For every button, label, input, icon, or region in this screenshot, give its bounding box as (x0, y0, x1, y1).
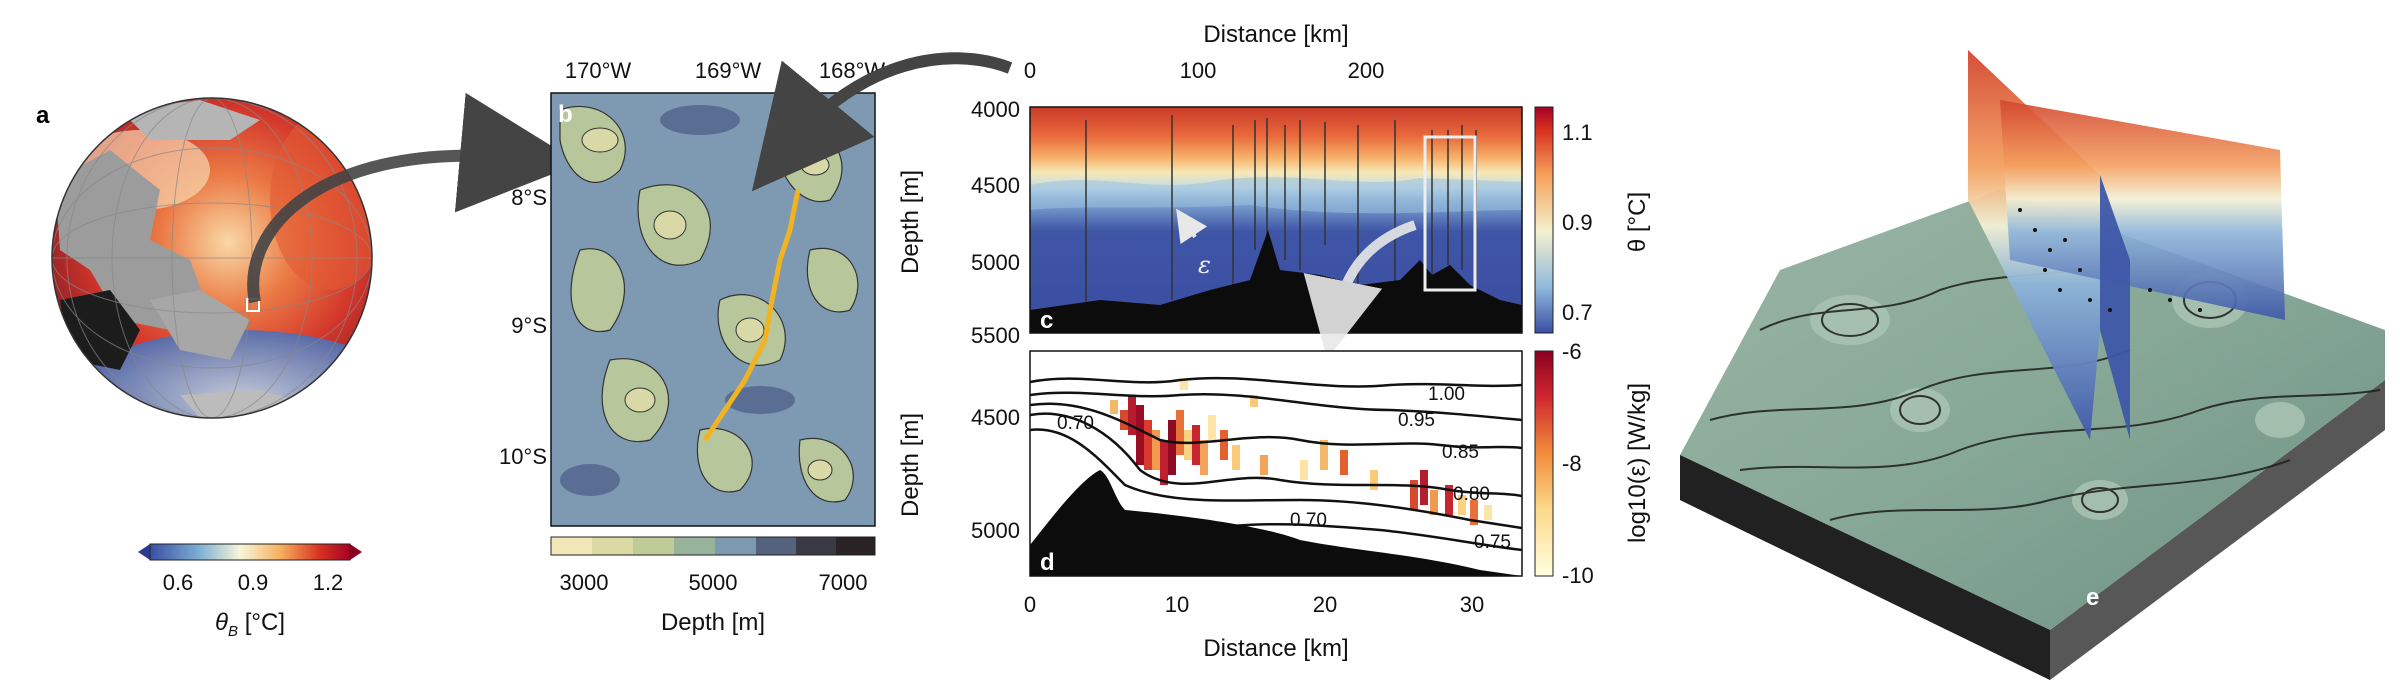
d-y-tick: 5000 (971, 518, 1020, 543)
cb-d-tick: -8 (1562, 451, 1582, 476)
bathymetry-map (551, 93, 875, 526)
dissipation-section (1030, 351, 1522, 576)
cb-a-tick: 1.2 (313, 570, 344, 595)
d-x-tick: 0 (1024, 592, 1036, 617)
panel-c-label: c (1040, 307, 1053, 334)
contour-label: 0.70 (1057, 413, 1094, 434)
panel-a-label: a (36, 102, 50, 129)
ship-track (702, 189, 801, 442)
cb-a-tick: 0.6 (163, 570, 194, 595)
panel-e: e (1680, 50, 2385, 680)
panel-b-label: b (558, 101, 573, 128)
d-xlabel: Distance [km] (1203, 635, 1348, 662)
c-y-tick: 5000 (971, 250, 1020, 275)
globe (52, 98, 372, 418)
colorbar-a: 0.6 0.9 1.2 θB [°C] (138, 543, 362, 640)
panel-d: 1.00 0.95 0.85 0.80 0.75 0.70 0.70 d 0 1… (897, 339, 1651, 662)
cb-d-tick: -6 (1562, 339, 1582, 364)
epsilon-label: ε (1198, 251, 1211, 279)
cb-d-tick: -10 (1562, 563, 1594, 588)
zoom-box (1423, 135, 1477, 292)
b-top-tick: 170°W (565, 58, 632, 83)
panel-d-label: d (1040, 549, 1055, 576)
contour-label: 0.75 (1474, 532, 1511, 553)
c-x-tick: 200 (1348, 58, 1385, 83)
panel-c: ε c Distance [km] 0 100 200 4000 4500 50… (897, 21, 1651, 360)
topography-c (1030, 230, 1522, 333)
d-x-tick: 10 (1165, 592, 1189, 617)
panel-a: a (36, 92, 580, 640)
b-left-tick: 8°S (511, 185, 547, 210)
contour-label: 0.70 (1290, 510, 1327, 531)
contour-label: 0.80 (1453, 484, 1490, 505)
c-xlabel: Distance [km] (1203, 21, 1348, 48)
cb-c-label: θ [°C] (1624, 192, 1651, 252)
c-x-tick: 0 (1024, 58, 1036, 83)
d-y-tick: 4500 (971, 405, 1020, 430)
panel-d-frame (1029, 350, 1523, 577)
contour-labels: 1.00 0.95 0.85 0.80 0.75 0.70 0.70 (1057, 384, 1511, 553)
cb-d-label: log10(ε) [W/kg] (1624, 383, 1651, 543)
terrain-contours (1709, 259, 2381, 521)
c-ylabel: Depth [m] (897, 170, 924, 274)
d-ylabel: Depth [m] (897, 413, 924, 517)
topography-d (1030, 470, 1522, 576)
zoom-arrow (1303, 220, 1417, 360)
globe-outline (51, 97, 373, 419)
c-y-tick: 4500 (971, 173, 1020, 198)
cb-c-tick: 0.9 (1562, 210, 1593, 235)
c-y-tick: 5500 (971, 323, 1020, 348)
cb-a-tick: 0.9 (238, 570, 269, 595)
theta-section (1030, 107, 1522, 333)
cb-b-label: Depth [m] (661, 609, 765, 636)
curtain-2 (2000, 100, 2285, 320)
colorbar-c: 1.1 0.9 0.7 θ [°C] (1534, 106, 1651, 334)
c-x-tick: 100 (1180, 58, 1217, 83)
isotherms (1030, 376, 1522, 552)
contour-label: 0.95 (1398, 410, 1435, 431)
curtain-dots (2018, 208, 2202, 312)
contour-label: 0.85 (1442, 442, 1479, 463)
panel-b-frame (550, 92, 876, 527)
arrow-b-to-c (751, 52, 1013, 192)
cb-b-tick: 3000 (560, 570, 609, 595)
epsilon-cells (1110, 380, 1492, 525)
cb-c-tick: 0.7 (1562, 300, 1593, 325)
c-y-tick: 4000 (971, 97, 1020, 122)
d-x-tick: 20 (1313, 592, 1337, 617)
b-left-tick: 10°S (499, 444, 547, 469)
d-x-tick: 30 (1460, 592, 1484, 617)
contour-label: 1.00 (1428, 384, 1465, 405)
terrain-side-right (2050, 380, 2385, 680)
cb-b-tick: 7000 (819, 570, 868, 595)
cb-a-label: θB [°C] (215, 609, 285, 640)
profile-casts (1085, 115, 1477, 310)
cb-b-tick: 5000 (689, 570, 738, 595)
epsilon-arrow (1176, 208, 1208, 245)
colorbar-d: -6 -8 -10 log10(ε) [W/kg] (1534, 339, 1651, 588)
panel-e-label: e (2086, 584, 2099, 611)
b-left-tick: 9°S (511, 313, 547, 338)
colorbar-b: 3000 5000 7000 Depth [m] (550, 536, 876, 636)
panel-b: b 170°W 169°W 168°W 8°S 9°S 10°S 3000 (499, 52, 1013, 636)
cb-c-tick: 1.1 (1562, 120, 1593, 145)
arrow-a-to-b (247, 92, 580, 304)
panel-c-frame (1029, 106, 1523, 334)
b-top-tick: 169°W (695, 58, 762, 83)
